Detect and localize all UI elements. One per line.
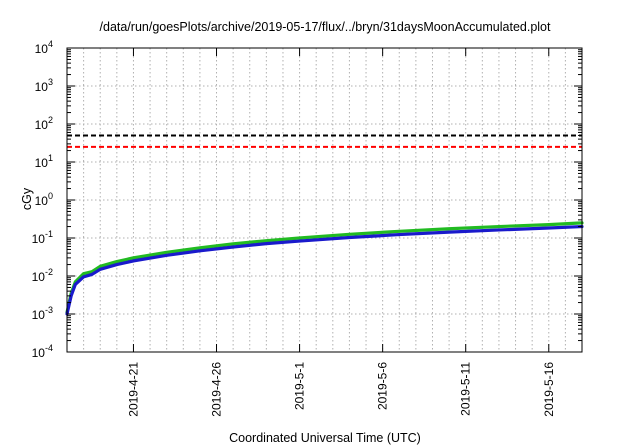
y-tick-label: 10-3 [32,305,53,322]
reference-lines [67,134,582,148]
chart-title: /data/run/goesPlots/archive/2019-05-17/f… [100,20,551,34]
y-tick-label: 101 [35,153,53,170]
axis-labels: 10-4 10-3 10-2 10-1 100 101 102 103 104 2019-4-21… [32,39,556,417]
y-tick-label: 104 [35,39,53,56]
series-lines [65,221,584,316]
grid [67,48,582,352]
y-tick-label: 10-2 [32,267,53,284]
y-tick-label: 103 [35,77,53,94]
x-tick-label: 2019-4-21 [126,362,140,417]
x-tick-label: 2019-5-16 [542,362,556,417]
y-tick-label: 10-1 [32,229,53,246]
y-tick-label: 100 [35,191,53,208]
y-tick-label: 10-4 [32,343,53,360]
series-line-1 [65,221,584,315]
x-tick-label: 2019-5-11 [459,362,473,416]
x-tick-label: 2019-5-1 [293,362,307,410]
x-tick-label: 2019-5-6 [376,362,390,410]
y-tick-label: 102 [35,115,53,132]
x-axis-title: Coordinated Universal Time (UTC) [229,431,421,445]
series-line-2 [65,224,584,316]
axis-ticks [67,47,582,353]
y-axis-title: cGy [20,187,34,210]
x-tick-label: 2019-4-26 [210,362,224,417]
